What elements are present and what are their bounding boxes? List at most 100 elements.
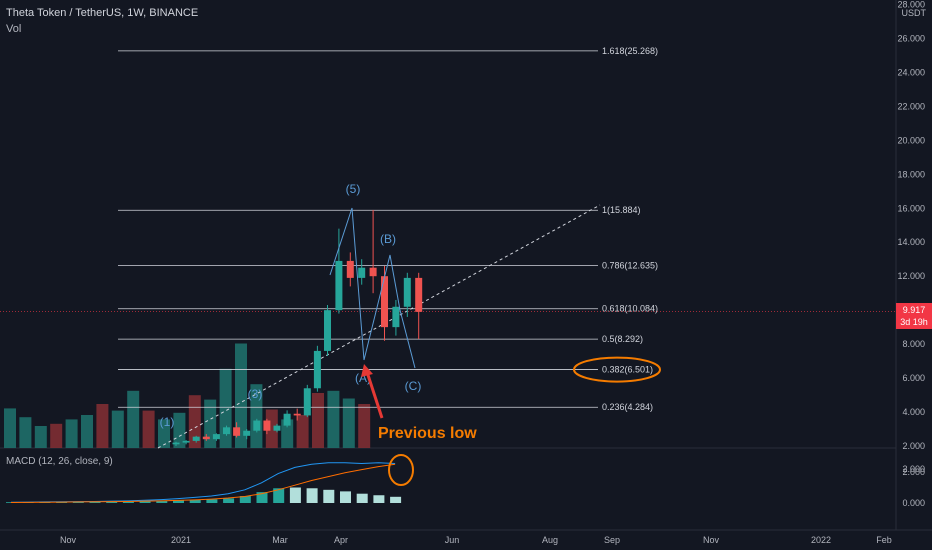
- wave-label: (B): [380, 232, 396, 246]
- fib-level-label: 0.236(4.284): [602, 402, 653, 412]
- volume-bar: [65, 419, 78, 448]
- candle-body: [403, 277, 411, 307]
- volume-bar: [342, 398, 355, 448]
- volume-bar: [50, 423, 63, 448]
- y-tick-label: 20.000: [897, 135, 925, 145]
- candle-body: [324, 310, 331, 351]
- macd-histogram-bar: [256, 492, 268, 503]
- fib-level-label: 0.5(8.292): [602, 334, 643, 344]
- volume-bar: [358, 404, 371, 448]
- macd-highlight-circle: [388, 454, 414, 486]
- annotation-arrow-head: [361, 364, 373, 377]
- volume-bar: [265, 409, 278, 448]
- macd-tick-label: 2.000: [902, 464, 925, 474]
- candle-body: [192, 436, 200, 441]
- candle-body: [415, 277, 423, 312]
- macd-histogram-bar: [239, 496, 251, 503]
- annotation-arrow-shaft: [365, 371, 384, 419]
- fib-level-label: 1.618(25.268): [602, 46, 658, 56]
- candle-body: [233, 427, 241, 436]
- candle-body: [273, 425, 281, 431]
- macd-histogram-bar: [156, 500, 168, 503]
- macd-tick-label: 0.000: [902, 498, 925, 508]
- volume-bar: [327, 390, 340, 448]
- candle-body: [253, 420, 261, 431]
- wave-label: (3): [248, 387, 263, 401]
- volume-bar: [34, 426, 47, 448]
- macd-histogram-bar: [223, 498, 235, 503]
- fib-level-label: 1(15.884): [602, 205, 641, 215]
- volume-bar: [250, 384, 263, 448]
- candle-body: [313, 350, 321, 389]
- macd-histogram-bar: [89, 501, 101, 503]
- macd-histogram-bar: [340, 491, 351, 503]
- wave-label: (1): [160, 415, 175, 429]
- volume-bar: [111, 410, 124, 448]
- y-tick-label: 6.000: [902, 373, 925, 383]
- candle-body: [381, 276, 388, 328]
- candle-body: [303, 388, 311, 416]
- wave-label: (C): [405, 379, 422, 393]
- candle-body: [335, 260, 343, 311]
- volume-bar: [173, 412, 186, 448]
- candle-body: [212, 434, 220, 440]
- fib-level-label: 0.618(10.084): [602, 304, 658, 314]
- volume-bar: [96, 404, 109, 448]
- macd-histogram-bar: [173, 500, 184, 503]
- candle-body: [293, 413, 301, 416]
- x-tick-label: Jun: [445, 535, 460, 545]
- macd-histogram-bar: [306, 488, 318, 503]
- x-tick-label: Nov: [60, 535, 77, 545]
- x-tick-label: Feb: [876, 535, 892, 545]
- symbol-title: Theta Token / TetherUS, 1W, BINANCE: [6, 7, 199, 19]
- volume-bar: [127, 390, 140, 448]
- macd-signal-line: [10, 463, 396, 504]
- volume-bar: [312, 393, 324, 448]
- volume-bar: [81, 415, 93, 448]
- macd-histogram-bar: [273, 488, 285, 503]
- macd-histogram-bar: [206, 499, 218, 503]
- volume-bar: [158, 419, 170, 448]
- annotation-text: Previous low: [378, 425, 477, 442]
- x-tick-label: 2022: [811, 535, 831, 545]
- volume-bar: [296, 415, 309, 448]
- y-tick-label: 28.000: [897, 0, 925, 10]
- y-tick-label: 18.000: [897, 169, 925, 179]
- y-tick-label: 16.000: [897, 203, 925, 213]
- candle-body: [263, 420, 271, 431]
- volume-bar: [4, 408, 16, 448]
- candle-body: [369, 267, 377, 277]
- candle-body: [283, 413, 291, 426]
- trend-line: [157, 204, 601, 449]
- volume-indicator-label: Vol: [6, 23, 22, 35]
- fib-highlight-circle: [573, 356, 661, 383]
- y-tick-label: 12.000: [897, 271, 925, 281]
- x-tick-label: Sep: [604, 535, 620, 545]
- candle-body: [182, 440, 190, 443]
- macd-indicator-label: MACD (12, 26, close, 9): [6, 456, 113, 467]
- volume-bar: [19, 417, 32, 448]
- currency-label: USDT: [901, 8, 927, 18]
- candle-body: [392, 306, 400, 328]
- macd-histogram-bar: [289, 487, 301, 503]
- wave-label: (5): [346, 182, 361, 196]
- candle-body: [358, 267, 366, 278]
- y-tick-label: 8.000: [902, 339, 925, 349]
- x-tick-label: Aug: [542, 535, 558, 545]
- candle-body: [223, 427, 230, 435]
- y-tick-label: 4.000: [902, 407, 925, 417]
- volume-bar: [281, 419, 294, 448]
- x-tick-label: 2021: [171, 535, 191, 545]
- macd-histogram-bar: [106, 501, 118, 503]
- y-tick-label: 24.000: [897, 67, 925, 77]
- y-tick-label: 22.000: [897, 101, 925, 111]
- volume-bar: [219, 368, 232, 448]
- bar-countdown: 3d 19h: [900, 317, 928, 327]
- macd-histogram-bar: [139, 501, 151, 503]
- macd-histogram-bar: [122, 501, 134, 503]
- macd-histogram-bar: [189, 499, 201, 503]
- macd-histogram-bar: [72, 501, 84, 503]
- x-tick-label: Mar: [272, 535, 288, 545]
- macd-tick-label: 2.000: [902, 467, 925, 477]
